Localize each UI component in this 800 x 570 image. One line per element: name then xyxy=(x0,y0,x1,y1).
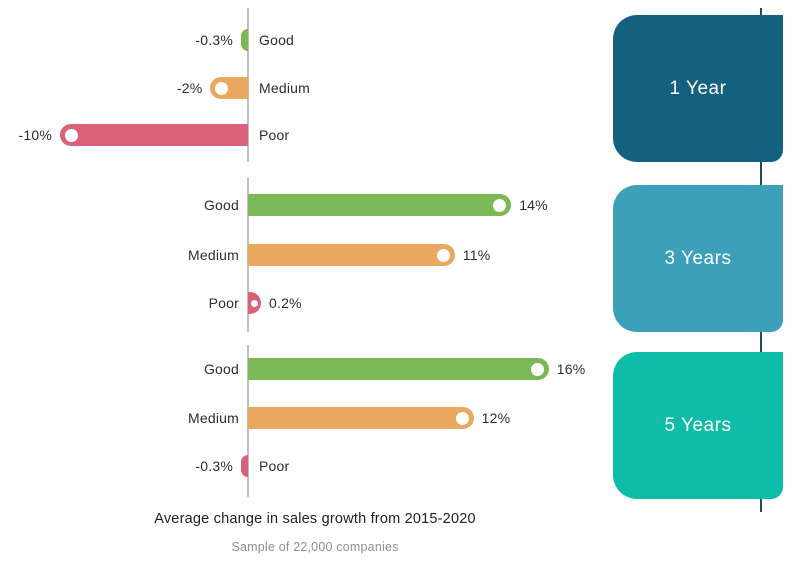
bar-poor xyxy=(60,124,248,146)
category-label: Good xyxy=(259,32,295,48)
value-label: 0.2% xyxy=(269,295,302,311)
value-label: -10% xyxy=(18,127,52,143)
year-box-2: 3 Years xyxy=(613,185,783,332)
year-box-label: 5 Years xyxy=(664,414,732,436)
bar-medium xyxy=(248,244,455,266)
bar-marker-dot xyxy=(251,299,258,307)
category-label: Good xyxy=(203,361,239,377)
category-label: Poor xyxy=(259,127,290,143)
category-label: Medium xyxy=(188,410,239,426)
bar-marker-dot xyxy=(493,198,507,212)
category-label: Good xyxy=(203,197,239,213)
bar-good xyxy=(248,194,512,216)
chart-title: Average change in sales growth from 2015… xyxy=(154,511,476,527)
bar-good xyxy=(248,358,549,380)
value-label: 11% xyxy=(462,247,491,263)
bar-marker-dot xyxy=(65,128,78,142)
value-label: 12% xyxy=(481,410,511,426)
category-label: Medium xyxy=(259,80,310,96)
category-label: Poor xyxy=(259,458,290,474)
value-label: 14% xyxy=(519,197,548,213)
year-box-3: 5 Years xyxy=(613,352,783,499)
value-label: -0.3% xyxy=(195,32,233,48)
value-label: -0.3% xyxy=(195,458,233,474)
year-box-label: 3 Years xyxy=(664,247,732,269)
bar-marker-dot xyxy=(215,81,229,95)
year-box-label: 1 Year xyxy=(669,77,727,99)
zero-axis xyxy=(247,8,249,162)
category-label: Poor xyxy=(208,295,239,311)
bar-marker-dot xyxy=(455,411,469,425)
bar-poor xyxy=(241,455,248,477)
bar-marker-dot xyxy=(436,248,450,262)
bar-good xyxy=(241,29,248,51)
bar-medium xyxy=(248,407,474,429)
category-label: Medium xyxy=(188,247,239,263)
bar-marker-dot xyxy=(530,362,544,376)
value-label: 16% xyxy=(556,361,586,377)
value-label: -2% xyxy=(176,80,203,96)
year-box-1: 1 Year xyxy=(613,15,783,162)
chart-subtitle: Sample of 22,000 companies xyxy=(231,540,399,554)
